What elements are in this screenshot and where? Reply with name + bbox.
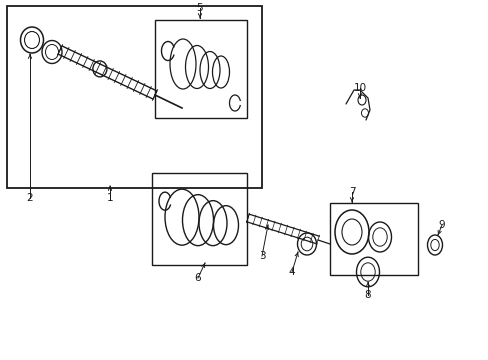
Text: 6: 6 <box>194 273 201 283</box>
Bar <box>152 173 246 265</box>
Text: 2: 2 <box>27 193 33 203</box>
Text: 3: 3 <box>258 251 265 261</box>
Text: 9: 9 <box>438 220 445 230</box>
Text: 4: 4 <box>288 267 295 277</box>
Text: 5: 5 <box>196 3 203 13</box>
Text: 1: 1 <box>106 193 113 203</box>
Bar <box>155 20 246 118</box>
Bar <box>7 6 262 188</box>
Text: 8: 8 <box>364 290 370 300</box>
Text: 7: 7 <box>348 187 355 197</box>
Text: 10: 10 <box>353 83 366 93</box>
Bar <box>329 203 417 275</box>
